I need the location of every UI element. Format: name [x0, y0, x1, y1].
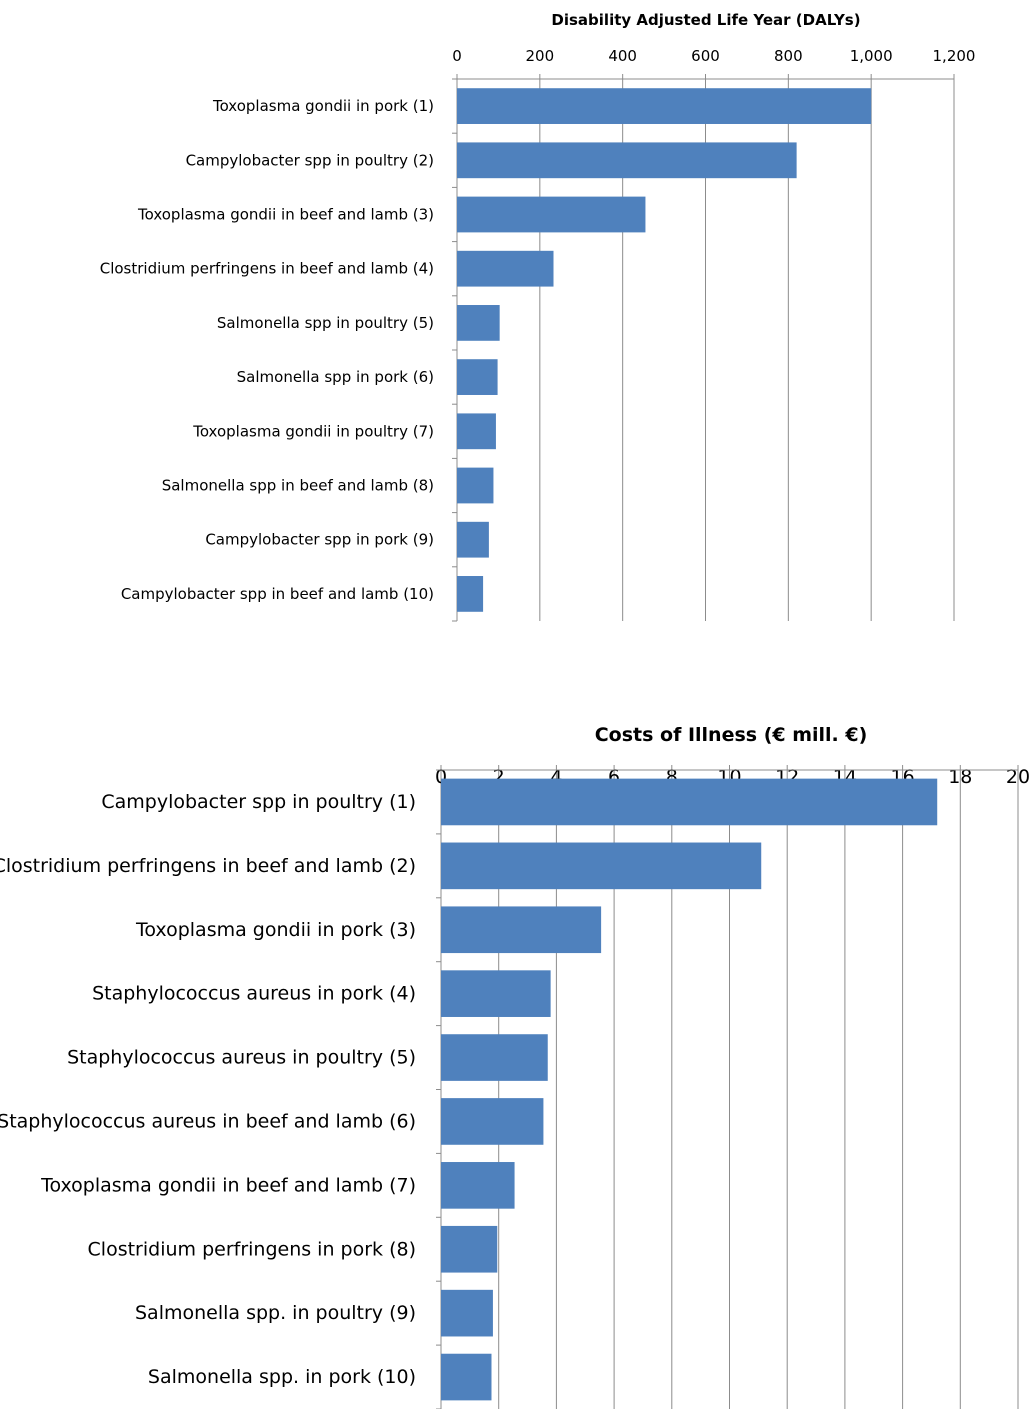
bar [441, 778, 938, 826]
bar [441, 1098, 544, 1145]
bar [441, 1034, 548, 1081]
tick-label: 18 [948, 766, 972, 788]
category-label: Clostridium perfringens in pork (8) [88, 1238, 416, 1260]
category-label: Toxoplasma gondii in beef and lamb (7) [40, 1174, 416, 1196]
dalys-chart: Disability Adjusted Life Year (DALYs) 0 20… [100, 11, 976, 622]
bar [457, 467, 494, 504]
category-label: Clostridium perfringens in beef and lamb… [100, 260, 434, 278]
tick-label: 800 [774, 47, 803, 65]
bar [457, 88, 872, 124]
tick-label: 1,200 [933, 47, 976, 65]
category-label: Toxoplasma gondii in pork (3) [135, 919, 416, 941]
category-label: Toxoplasma gondii in poultry (7) [192, 422, 434, 440]
tick-label: 20 [1006, 766, 1030, 788]
category-label: Salmonella spp in beef and lamb (8) [162, 477, 434, 495]
tick-label: 200 [526, 47, 555, 65]
tick-label: 0 [452, 47, 462, 65]
category-label: Salmonella spp. in pork (10) [148, 1366, 416, 1388]
category-label: Staphylococcus aureus in beef and lamb (… [0, 1110, 416, 1132]
chart-title: Costs of Illness (€ mill. €) [595, 724, 868, 746]
bar [441, 842, 762, 890]
bar [441, 1353, 492, 1401]
bar [457, 305, 500, 341]
bar [457, 521, 489, 558]
bar [441, 1289, 493, 1337]
bar [457, 142, 797, 179]
category-label: Campylobacter spp in poultry (1) [101, 791, 416, 813]
bar [457, 196, 646, 233]
bar [457, 359, 498, 395]
bar [457, 413, 496, 450]
category-label: Campylobacter spp in poultry (2) [186, 151, 434, 169]
chart-title: Disability Adjusted Life Year (DALYs) [551, 11, 860, 29]
tick-label: 1,000 [850, 47, 893, 65]
tick-label: 400 [608, 47, 637, 65]
category-label: Salmonella spp. in poultry (9) [135, 1302, 416, 1324]
category-label: Campylobacter spp in beef and lamb (10) [121, 585, 434, 603]
category-label: Toxoplasma gondii in pork (1) [212, 97, 434, 115]
category-label: Campylobacter spp in pork (9) [205, 531, 434, 549]
bar [441, 906, 602, 954]
bar [441, 970, 551, 1017]
bar [441, 1225, 498, 1273]
category-label: Salmonella spp in pork (6) [237, 368, 434, 386]
bar [457, 250, 554, 287]
category-label: Salmonella spp in poultry (5) [217, 314, 434, 332]
category-label: Staphylococcus aureus in poultry (5) [67, 1047, 416, 1069]
costs-of-illness-chart: Costs of Illness (€ mill. €)0 2 4 6 8 10 12 14 1… [0, 724, 1030, 1409]
category-label: Staphylococcus aureus in pork (4) [92, 983, 416, 1005]
category-label: Clostridium perfringens in beef and lamb… [0, 855, 416, 877]
bar [457, 576, 484, 612]
bar [441, 1162, 515, 1209]
category-label: Toxoplasma gondii in beef and lamb (3) [137, 206, 434, 224]
tick-label: 600 [691, 47, 720, 65]
